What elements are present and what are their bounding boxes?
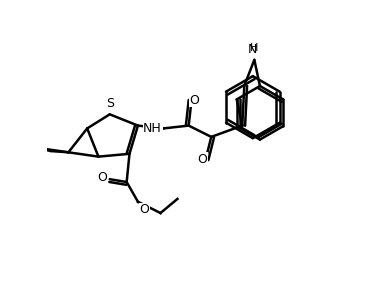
Text: N: N bbox=[248, 43, 257, 56]
Text: NH: NH bbox=[143, 122, 162, 135]
Text: O: O bbox=[139, 203, 149, 216]
Text: S: S bbox=[106, 97, 114, 110]
Text: O: O bbox=[190, 94, 199, 107]
Text: O: O bbox=[197, 153, 207, 166]
Text: H: H bbox=[250, 43, 259, 53]
Text: O: O bbox=[97, 171, 107, 184]
